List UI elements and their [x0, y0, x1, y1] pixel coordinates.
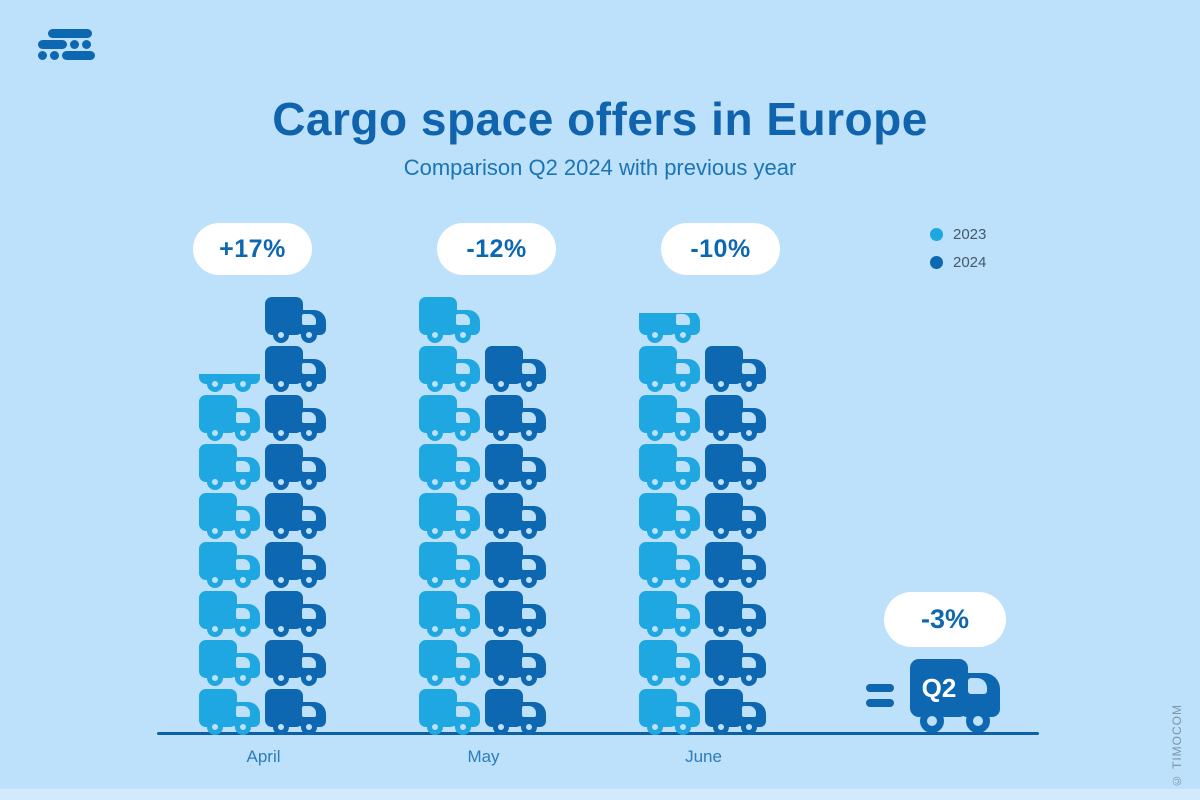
truck-icon-2023: [199, 395, 262, 441]
summary-change-badge: -3%: [884, 592, 1006, 647]
truck-icon-2024: [485, 689, 548, 735]
truck-icon-2023: [639, 313, 702, 343]
truck-icon-2024: [705, 640, 768, 686]
truck-icon-2023: [199, 444, 262, 490]
copyright-credit: © TIMOCOM: [1170, 703, 1184, 788]
truck-icon-2023: [419, 297, 482, 343]
truck-icon-2024: [485, 395, 548, 441]
legend-label-2023: 2023: [953, 226, 987, 243]
truck-icon-2023: [199, 542, 262, 588]
truck-column-may-2024: [485, 288, 548, 735]
month-label-april: April: [246, 747, 281, 766]
truck-stack-june: [639, 288, 768, 735]
truck-icon-2023: [199, 640, 262, 686]
change-badge-june: -10%: [661, 223, 780, 275]
truck-stack-april: [199, 288, 328, 735]
truck-icon-2024: [485, 493, 548, 539]
truck-icon-2023: [419, 640, 482, 686]
truck-icon-2023: [639, 542, 702, 588]
truck-column-may-2023: [419, 288, 482, 735]
truck-icon-2023: [419, 493, 482, 539]
truck-icon-2023: [639, 444, 702, 490]
truck-icon-2023: [419, 689, 482, 735]
month-label-may: May: [467, 747, 500, 766]
legend-dot-2024-icon: [930, 256, 943, 269]
equals-sign-icon: [866, 684, 894, 714]
month-label-june: June: [685, 747, 722, 766]
truck-icon-2023: [419, 542, 482, 588]
truck-icon-2024: [265, 346, 328, 392]
truck-icon-2024: [265, 591, 328, 637]
truck-icon-2023: [199, 374, 262, 392]
truck-icon-2024: [705, 689, 768, 735]
truck-icon-2024: [705, 542, 768, 588]
truck-icon-2024: [265, 689, 328, 735]
truck-icon-2023: [639, 493, 702, 539]
truck-icon-2024: [265, 493, 328, 539]
timocom-logo-icon: [38, 29, 95, 62]
q2-summary-truck-icon: Q2: [910, 659, 1000, 733]
change-badge-april: +17%: [193, 223, 312, 275]
truck-icon-2024: [705, 346, 768, 392]
truck-column-june-2024: [705, 288, 768, 735]
partial-truck-icon-2023: [199, 374, 262, 392]
legend-item-2024: 2024: [930, 254, 986, 271]
truck-icon-2024: [485, 444, 548, 490]
truck-icon-2024: [485, 346, 548, 392]
truck-icon-2024: [265, 395, 328, 441]
truck-icon-2023: [419, 591, 482, 637]
truck-icon-2024: [265, 297, 328, 343]
legend-dot-2023-icon: [930, 228, 943, 241]
truck-icon-2024: [485, 542, 548, 588]
page-title: Cargo space offers in Europe: [272, 93, 928, 145]
truck-icon-2023: [639, 395, 702, 441]
truck-icon-2024: [265, 542, 328, 588]
truck-icon-2024: [705, 591, 768, 637]
page-subtitle: Comparison Q2 2024 with previous year: [403, 155, 797, 180]
truck-icon-2023: [419, 346, 482, 392]
change-badge-may: -12%: [437, 223, 556, 275]
truck-column-april-2023: [199, 288, 262, 735]
q2-label: Q2: [921, 672, 957, 703]
truck-icon-2023: [639, 689, 702, 735]
legend-label-2024: 2024: [953, 254, 987, 271]
truck-icon-2024: [705, 395, 768, 441]
legend-item-2023: 2023: [930, 226, 986, 243]
footer-strip: [0, 789, 1200, 800]
truck-icon-2023: [419, 395, 482, 441]
legend: 2023 2024: [930, 226, 986, 282]
partial-truck-icon-2023: [639, 313, 702, 343]
truck-icon-2023: [199, 689, 262, 735]
truck-column-june-2023: [639, 288, 702, 735]
truck-icon-2023: [199, 493, 262, 539]
truck-icon-2024: [265, 640, 328, 686]
truck-icon-2023: [199, 591, 262, 637]
truck-icon-2023: [639, 346, 702, 392]
chart-baseline: [157, 732, 1039, 735]
truck-icon-2024: [485, 591, 548, 637]
truck-icon-2023: [419, 444, 482, 490]
truck-icon-2024: [705, 444, 768, 490]
truck-icon-2024: [705, 493, 768, 539]
truck-column-april-2024: [265, 288, 328, 735]
truck-icon-2024: [265, 444, 328, 490]
truck-stack-may: [419, 288, 548, 735]
truck-icon-2023: [639, 640, 702, 686]
truck-icon-2023: [639, 591, 702, 637]
truck-icon-2024: [485, 640, 548, 686]
